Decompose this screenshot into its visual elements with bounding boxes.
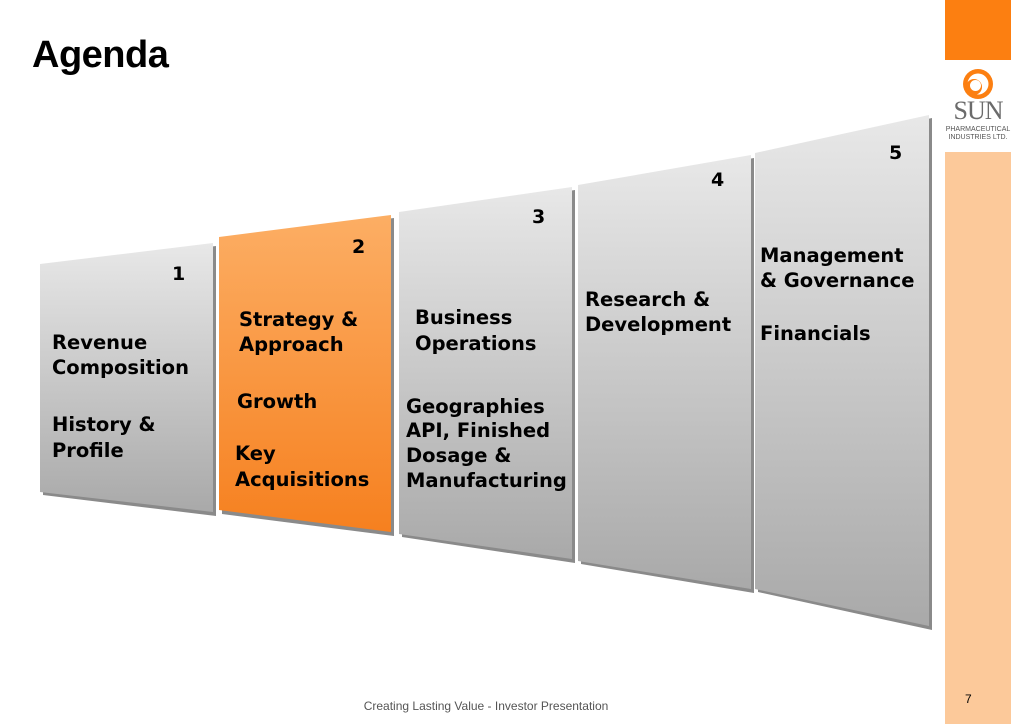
panel-3-item: Operations xyxy=(415,332,537,355)
company-logo: SUN PHARMACEUTICAL INDUSTRIES LTD. xyxy=(945,60,1011,152)
panel-5[interactable] xyxy=(755,115,929,626)
panel-1-item: Profile xyxy=(52,439,124,462)
agenda-panels xyxy=(40,115,932,630)
panel-3-item: Business xyxy=(415,306,513,329)
panel-1-number: 1 xyxy=(172,263,186,285)
panel-1-item: Composition xyxy=(52,356,189,379)
logo-subtitle: PHARMACEUTICAL INDUSTRIES LTD. xyxy=(945,126,1011,142)
panel-4-number: 4 xyxy=(711,169,725,191)
panel-2-item: Approach xyxy=(239,333,344,356)
panel-3-item: Dosage & xyxy=(406,444,512,467)
panel-3-number: 3 xyxy=(532,206,546,228)
panel-3-item: Geographies xyxy=(406,395,545,418)
panel-2-number: 2 xyxy=(352,236,366,258)
page-number: 7 xyxy=(965,692,972,706)
panel-2-item: Key xyxy=(235,442,276,465)
panel-1[interactable] xyxy=(40,243,213,512)
panel-2-item: Strategy & xyxy=(239,308,359,331)
slide-footer: Creating Lasting Value - Investor Presen… xyxy=(363,699,609,713)
panel-5-item: Financials xyxy=(760,322,871,345)
panel-3-item: API, Finished xyxy=(406,419,551,442)
sidebar-peach-block xyxy=(945,152,1011,724)
panel-3[interactable] xyxy=(399,187,572,559)
logo-subtitle-line2: INDUSTRIES LTD. xyxy=(948,134,1008,141)
slide-title: Agenda xyxy=(32,34,169,76)
panel-5-item: Management xyxy=(760,244,904,267)
sidebar-orange-block xyxy=(945,0,1011,60)
panel-2-item: Acquisitions xyxy=(235,468,370,491)
panel-3-item: Manufacturing xyxy=(406,469,567,492)
panel-4-item: Development xyxy=(585,313,732,336)
logo-subtitle-line1: PHARMACEUTICAL xyxy=(945,126,1011,133)
panel-1-item: History & xyxy=(52,413,156,436)
logo-wordmark: SUN xyxy=(953,96,1003,125)
sun-logo-icon xyxy=(963,69,993,99)
panel-4-item: Research & xyxy=(585,288,711,311)
panel-4[interactable] xyxy=(578,155,751,589)
panel-2[interactable] xyxy=(219,215,391,532)
panel-2-item: Growth xyxy=(237,390,318,413)
panel-5-item: & Governance xyxy=(760,269,915,292)
panel-5-number: 5 xyxy=(889,142,903,164)
panel-1-item: Revenue xyxy=(52,331,148,354)
